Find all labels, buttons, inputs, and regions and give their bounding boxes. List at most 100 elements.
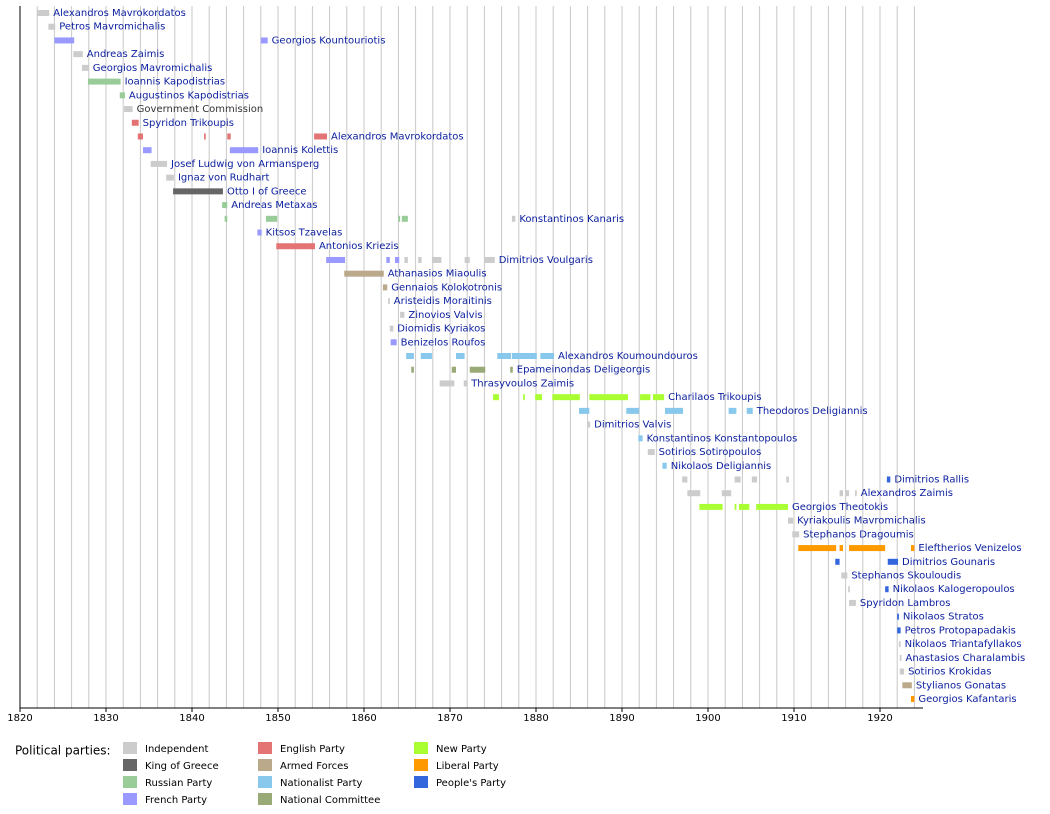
row-label[interactable]: Ioannis Kapodistrias	[125, 77, 225, 88]
row-label[interactable]: Petros Mavromichalis	[59, 22, 165, 33]
row-label[interactable]: Diomidis Kyriakos	[397, 324, 485, 335]
row-label[interactable]: Anastasios Charalambis	[906, 653, 1026, 664]
term-bar	[150, 160, 168, 167]
row-label[interactable]: Epameinondas Deligeorgis	[517, 365, 650, 376]
row-label[interactable]: Thrasyvoulos Zaimis	[470, 378, 574, 389]
term-bar	[835, 558, 840, 565]
term-bar	[398, 215, 401, 222]
row-label[interactable]: Benizelos Roufos	[401, 337, 486, 348]
row-label[interactable]: Andreas Zaimis	[87, 49, 165, 60]
row-label[interactable]: Nikolaos Triantafyllakos	[905, 639, 1022, 650]
term-bar	[119, 92, 125, 99]
term-bar	[885, 586, 889, 593]
legend-swatch	[414, 742, 428, 754]
term-bar	[260, 37, 268, 44]
term-bar	[386, 256, 390, 263]
row-label[interactable]: Georgios Theotokis	[792, 502, 888, 513]
row-label[interactable]: Spyridon Trikoupis	[143, 118, 234, 129]
term-bar	[786, 476, 789, 483]
term-bar	[137, 133, 143, 140]
term-bar	[887, 558, 899, 565]
term-bar	[463, 380, 468, 387]
term-bar	[540, 353, 555, 359]
legend-swatch	[258, 776, 272, 788]
term-bar	[464, 256, 470, 263]
legend-label: King of Greece	[145, 761, 219, 772]
row-label[interactable]: Alexandros Koumoundouros	[558, 351, 698, 362]
row-label[interactable]: Antonios Kriezis	[319, 241, 399, 252]
term-bar	[439, 380, 455, 387]
row-label[interactable]: Athanasios Miaoulis	[388, 269, 487, 280]
term-bar	[855, 490, 857, 497]
row-label[interactable]: Nikolaos Kalogeropoulos	[893, 584, 1015, 595]
row-label[interactable]: Josef Ludwig von Armansperg	[170, 159, 319, 170]
term-bar	[497, 353, 512, 359]
row-label[interactable]: Sotirios Sotiropoulos	[659, 447, 762, 458]
term-bar	[652, 394, 665, 401]
term-bar	[746, 407, 753, 414]
row-label[interactable]: Konstantinos Konstantopoulos	[647, 433, 798, 444]
term-bar	[382, 284, 388, 291]
term-bar	[142, 147, 152, 154]
term-bar	[902, 682, 912, 689]
row-label[interactable]: Georgios Mavromichalis	[93, 63, 213, 74]
legend-swatch	[258, 759, 272, 771]
row-label[interactable]: Stylianos Gonatas	[916, 680, 1006, 691]
term-bar	[456, 353, 465, 359]
term-bar	[787, 517, 794, 524]
row-label[interactable]: Augustinos Kapodistrias	[129, 90, 249, 101]
row-label[interactable]: Dimitrios Gounaris	[902, 557, 995, 568]
row-label[interactable]: Eleftherios Venizelos	[918, 543, 1021, 554]
row-label[interactable]: Charilaos Trikoupis	[668, 392, 762, 403]
row-label[interactable]: Alexandros Mavrokordatos	[53, 8, 186, 19]
term-bar	[756, 503, 788, 510]
term-bar	[326, 256, 346, 263]
row-label[interactable]: Kyriakoulis Mavromichalis	[797, 516, 926, 527]
row-label[interactable]: Dimitrios Rallis	[894, 474, 969, 485]
row-label[interactable]: Zinovios Valvis	[408, 310, 482, 321]
term-bar	[841, 572, 848, 579]
row-label[interactable]: Sotirios Krokidas	[908, 667, 991, 678]
row-label[interactable]: Georgios Kafantaris	[918, 694, 1016, 705]
row-label[interactable]: Gennaios Kolokotronis	[391, 282, 502, 293]
term-bar	[451, 366, 457, 373]
row-label[interactable]: Nikolaos Deligiannis	[671, 461, 772, 472]
row-label[interactable]: Spyridon Lambros	[860, 598, 951, 609]
row-label[interactable]: Ignaz von Rudhart	[178, 173, 270, 184]
term-bar	[579, 407, 590, 414]
row-label[interactable]: Stephanos Skouloudis	[851, 571, 961, 582]
row-label[interactable]: Otto I of Greece	[227, 186, 307, 197]
legend-label: Armed Forces	[280, 761, 348, 772]
row-label[interactable]: Kitsos Tzavelas	[266, 228, 343, 239]
row-label[interactable]: Andreas Metaxas	[231, 200, 317, 211]
term-bar	[897, 613, 899, 620]
term-bar	[848, 586, 850, 593]
term-bar	[401, 215, 408, 222]
legend-swatch	[123, 742, 137, 754]
term-bar	[535, 394, 543, 401]
term-bar	[897, 627, 901, 634]
row-label[interactable]: Theodoros Deligiannis	[756, 406, 868, 417]
term-bar	[314, 133, 328, 140]
term-bar	[229, 147, 259, 154]
row-label[interactable]: Nikolaos Stratos	[903, 612, 984, 623]
term-bar	[849, 545, 886, 552]
term-bar	[792, 531, 800, 538]
row-label[interactable]: Georgios Kountouriotis	[272, 35, 386, 46]
row-label[interactable]: Alexandros Mavrokordatos	[331, 131, 464, 142]
term-bar	[798, 545, 837, 552]
row-label[interactable]: Alexandros Zaimis	[861, 488, 953, 499]
row-label[interactable]: Konstantinos Kanaris	[519, 214, 624, 225]
row-label[interactable]: Petros Protopapadakis	[905, 625, 1016, 636]
term-bar	[73, 51, 83, 58]
row-label[interactable]: Stephanos Dragoumis	[803, 529, 914, 540]
term-bar	[910, 696, 915, 702]
row-label[interactable]: Ioannis Kolettis	[262, 145, 338, 156]
x-tick-label: 1880	[523, 713, 548, 724]
term-bar	[131, 119, 139, 126]
row-label[interactable]: Aristeidis Moraitinis	[394, 296, 492, 307]
row-label[interactable]: Dimitrios Valvis	[594, 420, 671, 431]
legend-swatch	[258, 793, 272, 805]
term-bar	[222, 202, 228, 209]
row-label[interactable]: Dimitrios Voulgaris	[499, 255, 593, 266]
